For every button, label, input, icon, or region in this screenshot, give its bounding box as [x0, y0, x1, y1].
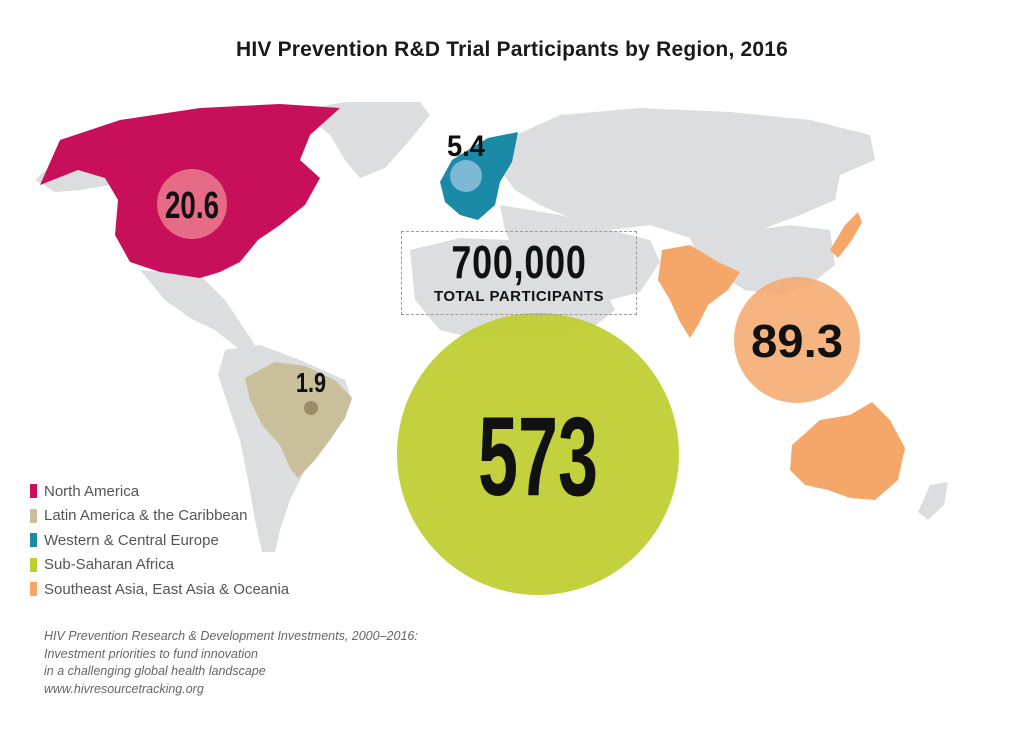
legend-label: Sub-Saharan Africa: [44, 556, 175, 574]
brazil-region: [245, 362, 352, 478]
legend-swatch: [30, 484, 37, 499]
north-america-value: 20.6: [165, 185, 219, 227]
africa-value: 573: [478, 394, 598, 519]
japan-region: [830, 212, 862, 258]
latin-america-value: 1.9: [296, 367, 326, 398]
europe-bubble: [450, 160, 482, 192]
legend: North America Latin America & the Caribb…: [30, 479, 289, 602]
legend-item-asia: Southeast Asia, East Asia & Oceania: [30, 577, 289, 602]
total-label: TOTAL PARTICIPANTS: [433, 288, 605, 305]
legend-label: Western & Central Europe: [44, 531, 219, 549]
citation-url: www.hivresourcetracking.org: [44, 681, 204, 696]
page-title: HIV Prevention R&D Trial Participants by…: [235, 38, 789, 61]
legend-label: Southeast Asia, East Asia & Oceania: [44, 580, 290, 598]
latin-america-bubble: [304, 401, 318, 415]
legend-item-latin-america: Latin America & the Caribbean: [30, 504, 289, 529]
legend-swatch: [30, 533, 37, 548]
legend-label: North America: [44, 482, 140, 500]
total-participants-box: 700,000 TOTAL PARTICIPANTS: [401, 231, 637, 315]
russia-land: [500, 108, 875, 240]
asia-bubble: [734, 277, 860, 403]
citation-line: in a challenging global health landscape: [44, 664, 266, 678]
legend-item-europe: Western & Central Europe: [30, 528, 289, 553]
india-region: [658, 245, 740, 338]
middle-east-land: [500, 205, 660, 318]
citation-line: HIV Prevention Research & Development In…: [44, 629, 418, 643]
citation: HIV Prevention Research & Development In…: [44, 628, 418, 698]
africa-bubble: [397, 313, 679, 595]
greenland-land: [300, 102, 430, 178]
citation-line: Investment priorities to fund innovation: [44, 646, 259, 661]
asia-value: 89.3: [751, 315, 843, 367]
legend-item-africa: Sub-Saharan Africa: [30, 553, 289, 578]
legend-item-north-america: North America: [30, 479, 289, 504]
north-america-bubble: [157, 169, 227, 239]
total-value: 700,000: [451, 236, 587, 288]
legend-label: Latin America & the Caribbean: [44, 507, 248, 525]
legend-swatch: [30, 508, 37, 523]
mexico-land: [140, 270, 255, 350]
new-zealand-land: [918, 482, 948, 520]
australia-region: [790, 402, 905, 500]
europe-value: 5.4: [447, 130, 485, 163]
legend-swatch: [30, 582, 37, 597]
legend-swatch: [30, 557, 37, 572]
